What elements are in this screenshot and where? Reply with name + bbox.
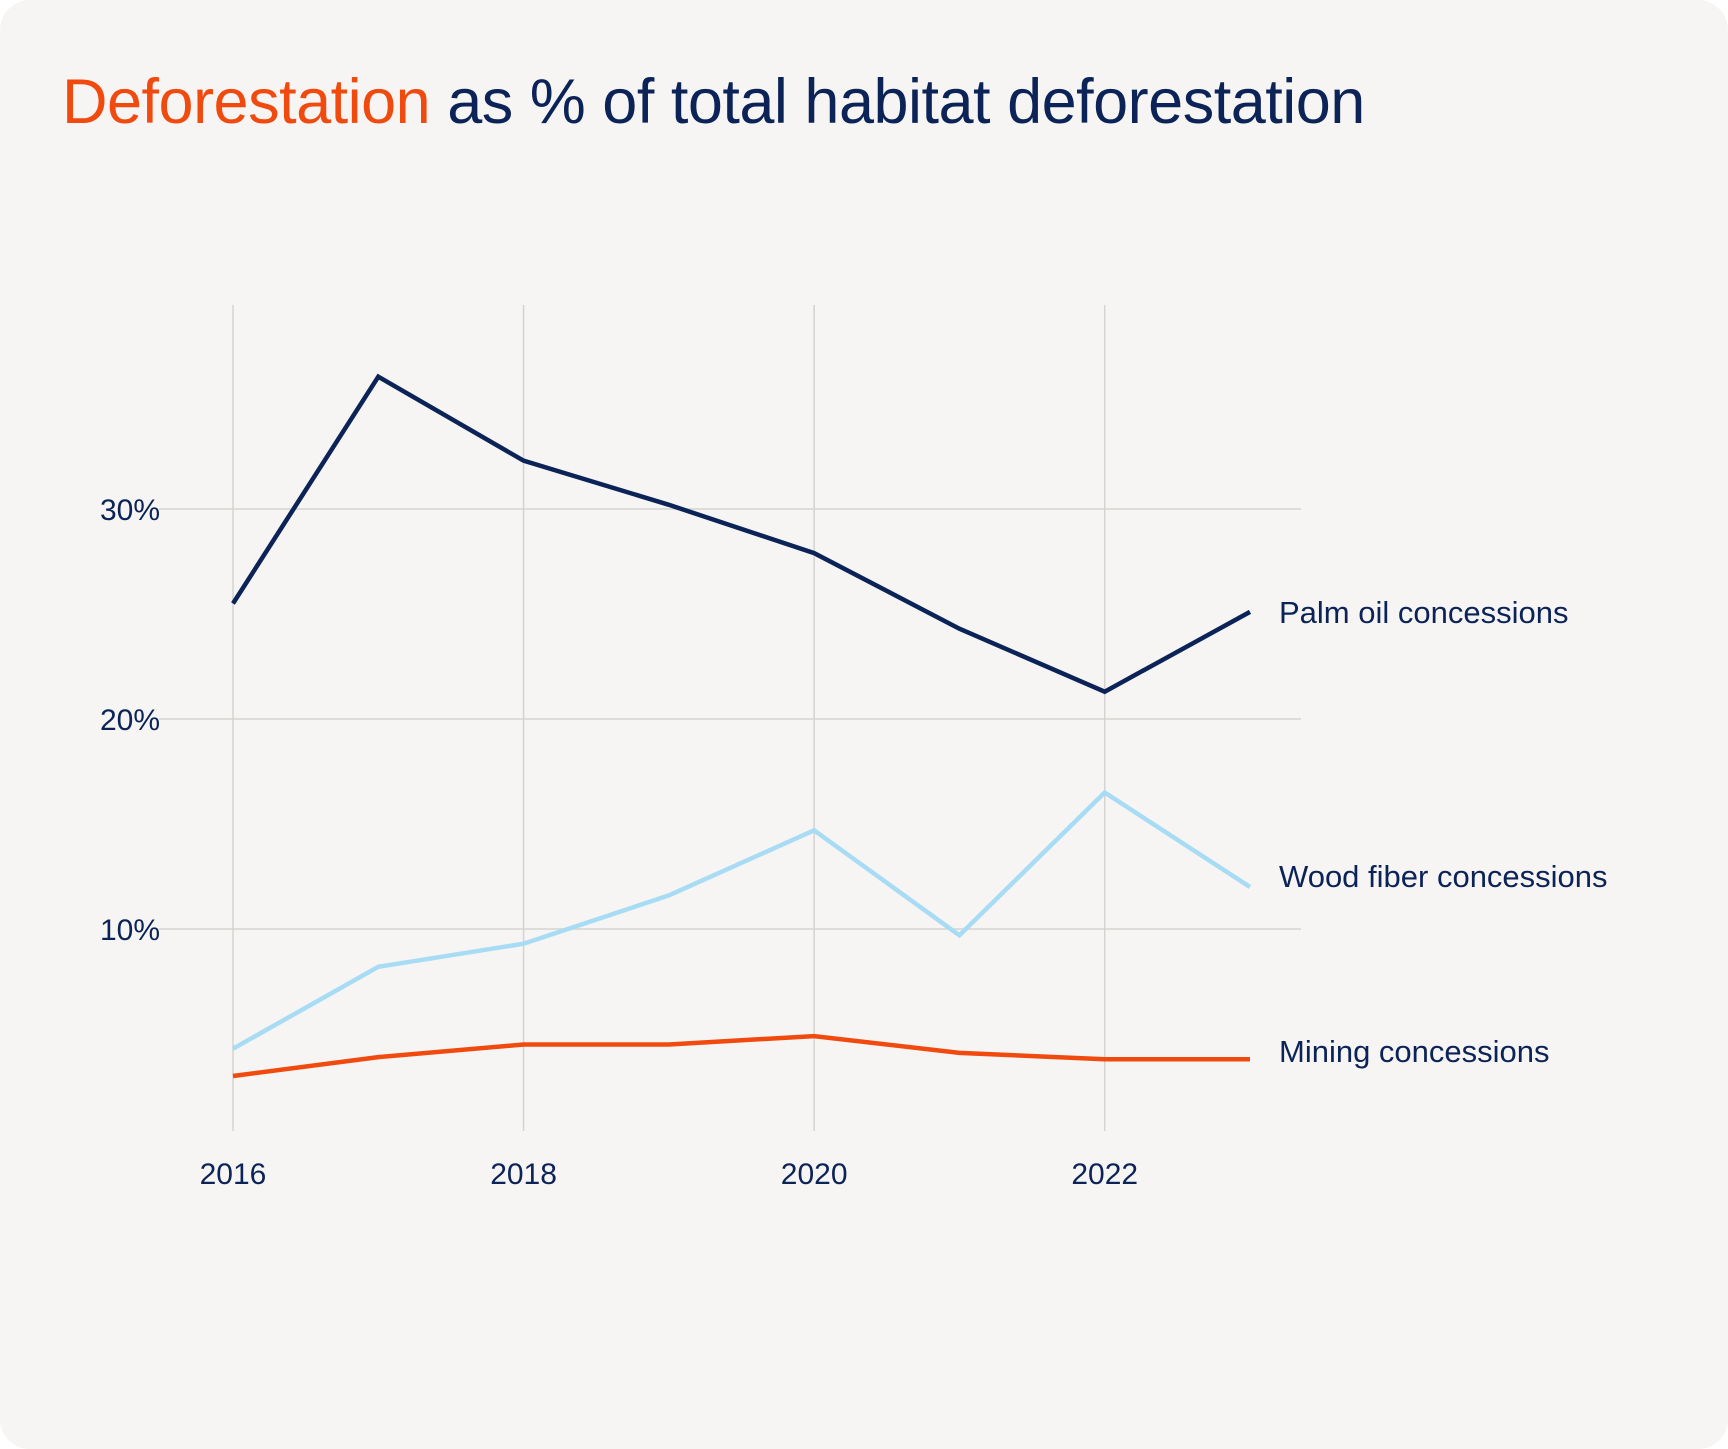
x-tick-label-2022: 2022: [1071, 1158, 1138, 1191]
series-label-wood-fiber-concessions: Wood fiber concessions: [1279, 859, 1608, 894]
series-lines: [231, 373, 1252, 1079]
x-tick-label-2020: 2020: [781, 1158, 848, 1191]
chart-title: Deforestation as % of total habitat defo…: [62, 62, 1365, 142]
y-tick-label-20: 20%: [100, 704, 160, 737]
tick-labels: 2016 2018 2020 2022 10% 20% 30%: [100, 494, 1138, 1191]
chart-title-highlight: Deforestation: [62, 67, 431, 137]
vertical-gridlines: [232, 305, 1106, 1131]
series-line-palm-oil-concessions: [231, 373, 1252, 695]
x-tick-label-2018: 2018: [490, 1158, 557, 1191]
series-label-mining-concessions: Mining concessions: [1279, 1034, 1550, 1069]
chart-title-rest: as % of total habitat deforestation: [430, 67, 1365, 137]
horizontal-gridlines: [159, 508, 1301, 930]
y-tick-label-10: 10%: [100, 914, 160, 947]
series-labels: Palm oil concessions Wood fiber concessio…: [1279, 595, 1608, 1069]
y-tick-label-30: 30%: [100, 494, 160, 527]
x-tick-label-2016: 2016: [200, 1158, 267, 1191]
series-label-palm-oil-concessions: Palm oil concessions: [1279, 595, 1568, 630]
series-line-mining-concessions: [232, 1033, 1250, 1079]
series-line-wood-fiber-concessions: [231, 789, 1252, 1051]
